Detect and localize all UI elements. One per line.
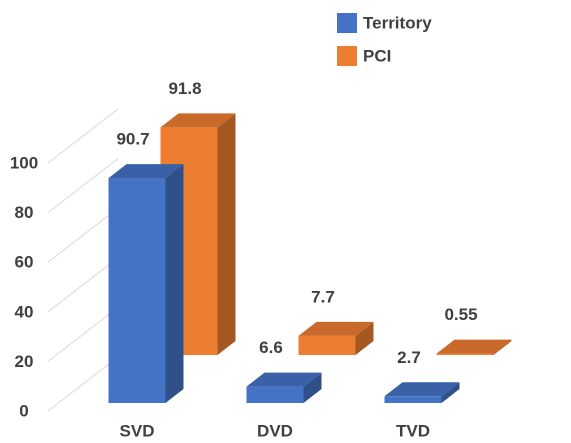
bar-top: [246, 372, 322, 387]
y-tick-label: 60: [15, 253, 34, 272]
data-label: 6.6: [259, 338, 283, 357]
bar-top: [384, 382, 460, 397]
data-label: 90.7: [116, 130, 149, 149]
legend-label: Territory: [363, 13, 432, 32]
y-tick-label: 20: [15, 352, 34, 371]
data-label: 7.7: [311, 287, 335, 306]
y-tick-label: 40: [15, 302, 34, 321]
y-tick-label: 0: [19, 401, 28, 420]
x-tick-label: TVD: [396, 421, 430, 440]
data-label: 91.8: [168, 79, 201, 98]
legend-swatch: [337, 46, 357, 66]
legend-swatch: [337, 13, 357, 33]
bar-top: [298, 321, 374, 336]
bar-top: [436, 339, 512, 354]
grid-line: [47, 108, 119, 164]
bar-side: [355, 321, 374, 355]
bar-side: [303, 372, 322, 403]
bar-side: [441, 382, 460, 403]
bar-side: [217, 113, 236, 355]
bar-top: [160, 113, 236, 128]
grid-line: [47, 257, 119, 313]
bar: [246, 386, 304, 403]
legend-label: PCI: [363, 46, 391, 65]
x-tick-label: SVD: [120, 421, 155, 440]
bar: [108, 178, 166, 403]
bar-side: [165, 164, 184, 403]
grid-line: [47, 158, 119, 213]
grid-line: [47, 207, 119, 263]
bar: [436, 353, 494, 355]
grid-line: [47, 307, 119, 362]
data-label: 0.55: [444, 305, 477, 324]
grid-line: [47, 356, 119, 412]
y-tick-label: 80: [15, 203, 34, 222]
bar: [298, 335, 356, 355]
bar-top: [108, 164, 184, 179]
bar: [384, 396, 442, 403]
x-tick-label: DVD: [257, 421, 293, 440]
data-label: 2.7: [397, 348, 421, 367]
y-tick-label: 100: [10, 153, 38, 172]
bar-side: [493, 339, 512, 355]
